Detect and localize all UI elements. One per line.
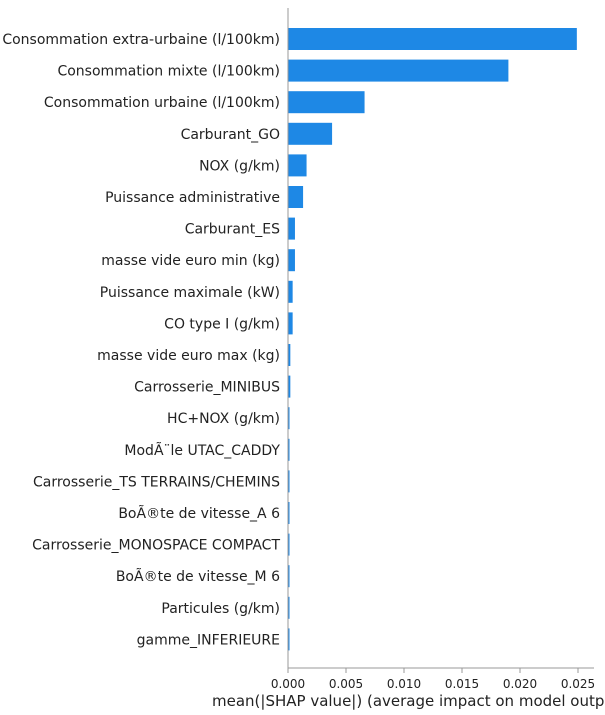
bar-hc-nox-g-km	[288, 407, 290, 430]
bar-carburant-go	[288, 122, 333, 145]
bar-bo-te-de-vitesse-m-6	[288, 565, 290, 588]
bar-masse-vide-euro-max-kg	[288, 344, 291, 366]
bar-consommation-extra-urbaine-l-100km	[288, 28, 577, 50]
category-label: Carrosserie_TS TERRAINS/CHEMINS	[33, 474, 280, 490]
bar-consommation-mixte-l-100km	[288, 59, 509, 82]
category-label: masse vide euro max (kg)	[97, 348, 280, 364]
category-label: Puissance administrative	[105, 190, 280, 206]
x-tick-label: 0.010	[387, 677, 421, 691]
bar-masse-vide-euro-min-kg	[288, 249, 295, 272]
category-label: masse vide euro min (kg)	[101, 253, 280, 269]
bar-mod-le-utac-caddy	[288, 438, 290, 461]
category-label: gamme_INFERIEURE	[137, 632, 280, 648]
bar-gamme-inferieure	[288, 628, 290, 651]
bar-bo-te-de-vitesse-a-6	[288, 502, 290, 524]
bar-puissance-maximale-kw	[288, 280, 293, 303]
x-tick-label: 0.020	[503, 677, 537, 691]
category-label: NOX (g/km)	[199, 158, 280, 174]
category-label: Carrosserie_MINIBUS	[134, 380, 280, 396]
category-label: HC+NOX (g/km)	[167, 411, 280, 427]
bar-nox-g-km	[288, 154, 307, 177]
bar-carrosserie-minibus	[288, 375, 291, 398]
category-label: BoÃ®te de vitesse_A 6	[118, 505, 280, 522]
category-label: Particules (g/km)	[161, 601, 280, 617]
bar-particules-g-km	[288, 596, 290, 619]
bar-puissance-administrative	[288, 186, 304, 208]
category-label: Consommation extra-urbaine (l/100km)	[2, 32, 280, 48]
category-label: ModÃ¨le UTAC_CADDY	[124, 442, 280, 459]
bar-co-type-i-g-km	[288, 312, 293, 335]
category-labels: Consommation extra-urbaine (l/100km) Cons…	[2, 32, 280, 648]
category-label: Consommation urbaine (l/100km)	[44, 95, 280, 111]
category-label: BoÃ®te de vitesse_M 6	[116, 568, 280, 585]
x-tick-label: 0.015	[445, 677, 479, 691]
bars-group	[288, 28, 577, 651]
bar-consommation-urbaine-l-100km	[288, 91, 365, 114]
category-label: Puissance maximale (kW)	[100, 285, 280, 301]
x-axis-label: mean(|SHAP value|) (average impact on mo…	[212, 692, 605, 710]
x-tick-label: 0.005	[329, 677, 363, 691]
bar-carrosserie-ts-terrains-chemins	[288, 470, 290, 493]
bar-carrosserie-monospace-compact	[288, 533, 290, 556]
category-label: Carburant_GO	[181, 127, 280, 143]
category-label: CO type I (g/km)	[164, 316, 280, 332]
x-ticks: 0.000 0.005 0.010 0.015 0.020 0.025	[271, 668, 595, 691]
category-label: Consommation mixte (l/100km)	[57, 64, 280, 80]
x-tick-label: 0.025	[561, 677, 595, 691]
bar-carburant-es	[288, 217, 295, 240]
category-label: Carrosserie_MONOSPACE COMPACT	[32, 538, 280, 554]
x-tick-label: 0.000	[271, 677, 305, 691]
category-label: Carburant_ES	[185, 222, 280, 238]
